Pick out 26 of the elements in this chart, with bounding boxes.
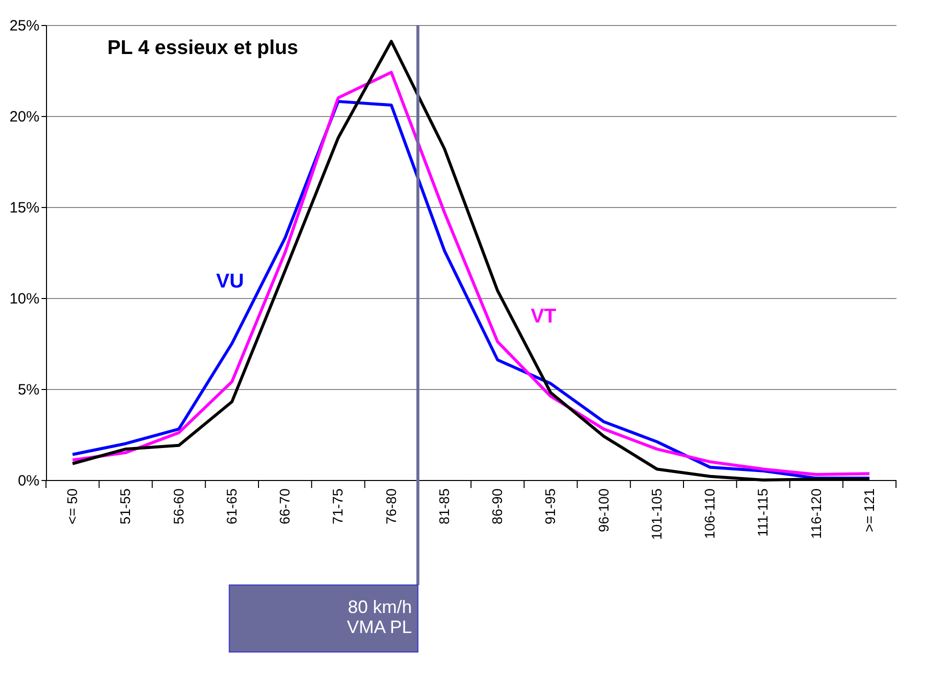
y-tick-label: 20% xyxy=(9,108,40,126)
x-tick-label: 76-80 xyxy=(382,488,399,524)
x-tick-label: 96-100 xyxy=(595,488,612,532)
x-tick-label: 91-95 xyxy=(542,488,558,524)
x-tick-label: 56-60 xyxy=(170,488,186,524)
series-label: VU xyxy=(216,270,244,292)
x-tick-label: <= 50 xyxy=(64,488,80,524)
x-tick-label: 86-90 xyxy=(489,488,506,524)
x-tick-label: 66-70 xyxy=(276,488,293,524)
x-tick-label: >= 121 xyxy=(860,488,877,532)
x-tick-label: 81-85 xyxy=(436,488,452,524)
x-tick-label: 71-75 xyxy=(330,488,346,524)
x-tick-label: 51-55 xyxy=(117,488,134,524)
ref-line-label: 80 km/h VMA PL xyxy=(346,597,412,637)
y-tick-label: 10% xyxy=(9,290,40,308)
x-tick-label: 61-65 xyxy=(223,488,240,524)
y-tick-label: 25% xyxy=(9,18,40,34)
x-tick-label: 111-115 xyxy=(754,488,771,537)
x-tick-label: 116-120 xyxy=(808,488,824,539)
x-tick-label: 101-105 xyxy=(648,488,664,540)
y-tick-label: 5% xyxy=(18,382,40,398)
y-tick-label: 15% xyxy=(9,200,40,216)
x-tick-label: 106-110 xyxy=(702,488,718,539)
y-tick-label: 0% xyxy=(18,472,40,490)
text: PL 4 essieux et plus xyxy=(107,36,298,59)
series-label: VT xyxy=(530,305,556,328)
